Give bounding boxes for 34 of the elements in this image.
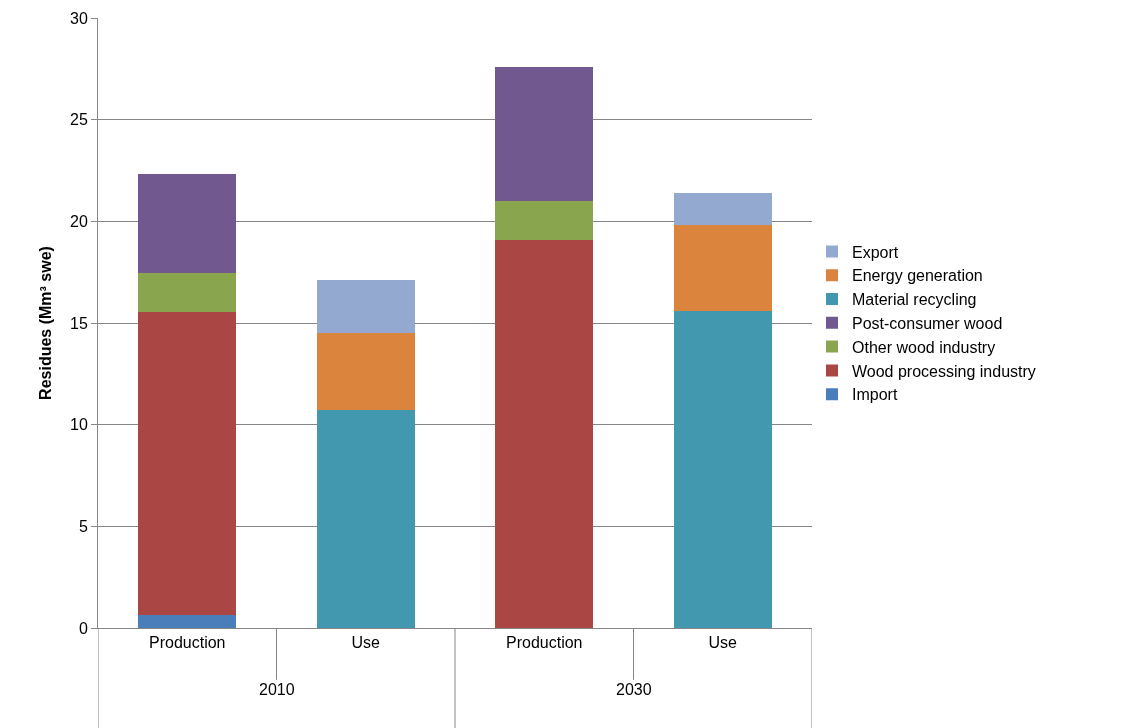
legend-label: Import	[852, 386, 898, 404]
bar	[316, 333, 415, 411]
bar	[316, 410, 415, 628]
y-tick-label: 10	[70, 416, 88, 434]
bar	[495, 239, 594, 628]
bar	[316, 280, 415, 334]
x-tick-label: Production	[506, 634, 583, 652]
text: 2030	[616, 681, 652, 698]
y-tick-label: 25	[70, 111, 88, 129]
bar	[673, 192, 772, 226]
legend-label: Other wood industry	[852, 338, 996, 356]
bar	[495, 201, 594, 240]
bar	[138, 311, 237, 615]
legend-label: Energy generation	[852, 267, 983, 285]
x-tick-label: Production	[149, 634, 226, 652]
y-tick-label: 20	[70, 212, 88, 230]
x-tick-label: Use	[708, 634, 738, 652]
x-tick-label: Use	[351, 634, 381, 652]
bar	[673, 225, 772, 311]
y-tick-label: 5	[78, 517, 88, 535]
bar	[495, 66, 594, 201]
bar	[138, 614, 237, 628]
legend-label: Material recycling	[852, 291, 977, 309]
bar	[138, 273, 237, 312]
y-tick-label: 15	[70, 314, 88, 332]
legend-label: Wood processing industry	[852, 362, 1036, 380]
y-tick-label: 0	[78, 619, 88, 637]
legend-label: Post-consumer wood	[852, 315, 1003, 333]
legend-label: Export	[852, 243, 899, 261]
bar	[673, 310, 772, 628]
bar	[138, 173, 237, 274]
text: 2010	[259, 681, 295, 698]
y-axis-title: Residues (Mm³ swe)	[36, 246, 54, 400]
y-tick-label: 30	[70, 9, 88, 27]
